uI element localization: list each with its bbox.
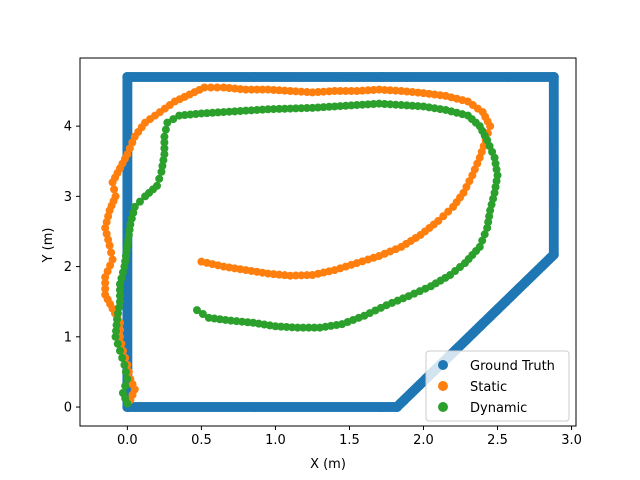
static-point <box>264 85 273 94</box>
legend-marker <box>438 381 448 391</box>
static-point <box>336 87 345 96</box>
series-dynamic <box>111 99 502 408</box>
x-tick-label: 1.5 <box>339 433 360 448</box>
dynamic-point <box>135 197 144 206</box>
x-tick-label: 2.0 <box>413 433 434 448</box>
dynamic-point <box>113 339 122 348</box>
static-point <box>101 273 110 282</box>
static-point <box>252 85 261 94</box>
dynamic-point <box>113 315 122 324</box>
legend-label: Static <box>470 380 507 395</box>
static-point <box>213 83 222 92</box>
dynamic-point <box>123 374 132 383</box>
series-static <box>101 83 495 405</box>
x-tick-label: 0.0 <box>117 433 138 448</box>
dynamic-point <box>118 353 127 362</box>
dynamic-point <box>478 236 487 245</box>
dynamic-point <box>115 346 124 355</box>
dynamic-point <box>304 323 313 332</box>
dynamic-point <box>175 111 184 120</box>
dynamic-point <box>121 367 130 376</box>
x-tick-label: 3.0 <box>561 433 582 448</box>
dynamic-point <box>160 132 169 141</box>
dynamic-point <box>169 115 178 124</box>
dynamic-point <box>192 306 201 315</box>
dynamic-point <box>120 360 129 369</box>
y-axis-ticks: 0 1 2 3 4 <box>64 120 80 416</box>
y-tick-label: 0 <box>64 401 72 416</box>
dynamic-point <box>115 291 124 300</box>
dynamic-point <box>480 230 489 239</box>
dynamic-point <box>123 399 132 408</box>
y-axis-label: Y (m) <box>41 228 56 264</box>
static-point <box>101 284 110 293</box>
static-point <box>258 85 267 94</box>
y-tick-label: 2 <box>64 260 72 275</box>
legend-marker <box>438 402 448 412</box>
dynamic-point <box>160 144 169 153</box>
legend-label: Ground Truth <box>470 359 555 374</box>
x-axis-ticks: 0.0 0.5 1.0 1.5 2.0 2.5 3.0 <box>117 426 582 448</box>
dynamic-point <box>293 323 302 332</box>
static-point <box>110 185 119 194</box>
static-point <box>341 87 350 96</box>
legend-label: Dynamic <box>470 401 527 416</box>
static-point <box>107 248 116 257</box>
dynamic-point <box>163 118 172 127</box>
dynamic-point <box>310 323 319 332</box>
dynamic-point <box>198 309 207 318</box>
dynamic-point <box>115 285 124 294</box>
y-tick-label: 1 <box>64 330 72 345</box>
axes-frame <box>79 57 577 427</box>
dynamic-point <box>299 323 308 332</box>
dynamic-point <box>160 138 169 147</box>
dynamic-point <box>155 174 164 183</box>
static-point <box>247 85 256 94</box>
dynamic-point <box>115 280 124 289</box>
dynamic-point <box>141 192 150 201</box>
static-point <box>206 83 215 92</box>
legend-marker <box>438 360 448 370</box>
legend-box <box>425 350 570 422</box>
x-tick-label: 2.5 <box>487 433 508 448</box>
x-tick-label: 0.5 <box>191 433 212 448</box>
static-point <box>352 87 361 96</box>
static-point <box>219 83 228 92</box>
x-tick-label: 1.0 <box>265 433 286 448</box>
static-point <box>101 278 110 287</box>
static-point <box>105 241 114 250</box>
y-tick-label: 4 <box>64 120 72 135</box>
dynamic-point <box>112 321 121 330</box>
x-axis-label: X (m) <box>310 457 346 472</box>
dynamic-point <box>475 242 484 251</box>
static-point <box>108 178 117 187</box>
dynamic-point <box>112 326 121 335</box>
dynamic-point <box>157 167 166 176</box>
dynamic-point <box>161 125 170 134</box>
dynamic-point <box>121 381 130 390</box>
legend: Ground Truth Static Dynamic <box>425 350 570 422</box>
y-tick-label: 3 <box>64 190 72 205</box>
dynamic-point <box>111 332 120 341</box>
static-point <box>347 87 356 96</box>
